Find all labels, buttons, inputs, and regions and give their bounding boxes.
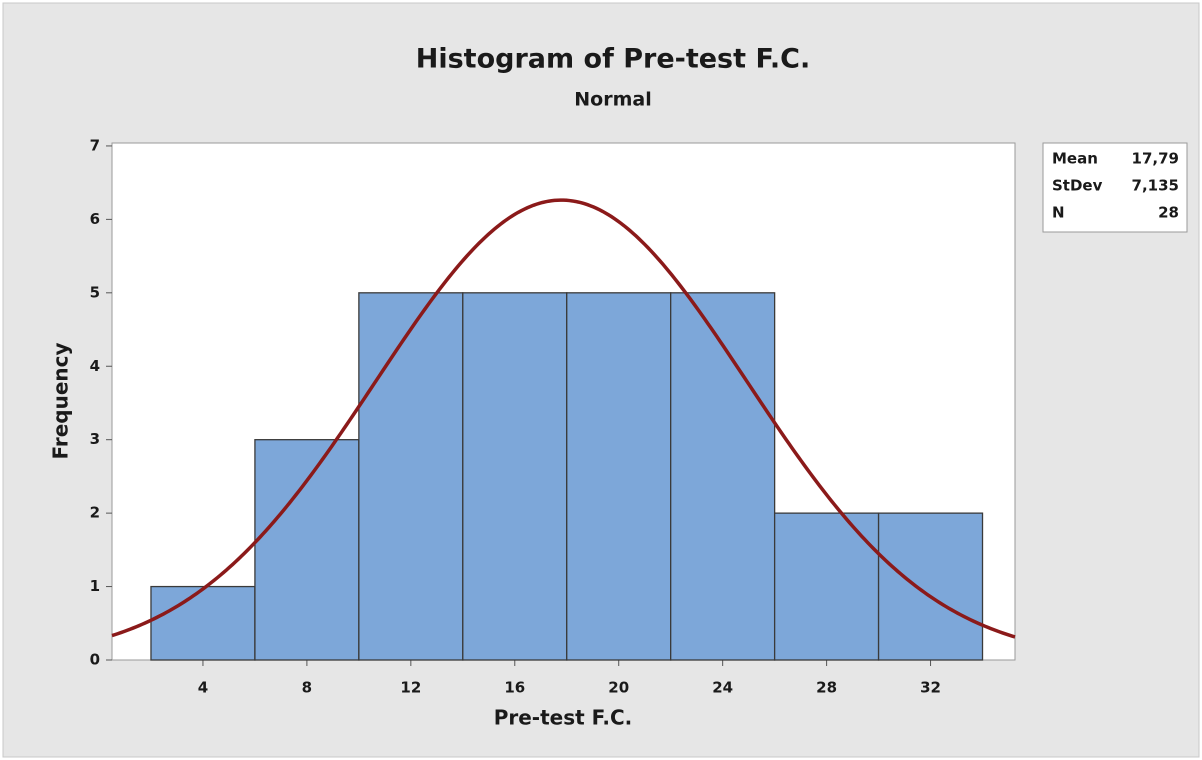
stat-value: 28 (1158, 204, 1179, 222)
y-tick-label: 5 (90, 283, 100, 301)
x-tick-label: 16 (504, 679, 525, 697)
bar (877, 512, 984, 661)
chart-title: Histogram of Pre-test F.C. (416, 44, 811, 75)
stat-label: N (1052, 204, 1065, 222)
x-tick-label: 28 (816, 679, 837, 697)
bar (358, 292, 464, 661)
bar (254, 439, 360, 661)
y-tick-label: 4 (90, 357, 100, 375)
y-tick-label: 0 (90, 651, 100, 669)
normal-curve (111, 198, 1016, 639)
stats-box (1042, 142, 1188, 233)
bar (670, 292, 776, 661)
x-axis-label: Pre-test F.C. (494, 706, 633, 730)
x-tick-label: 32 (920, 679, 941, 697)
y-tick-label: 6 (90, 210, 100, 228)
x-tick-label: 20 (608, 679, 629, 697)
x-tick-label: 24 (712, 679, 733, 697)
bar (566, 292, 672, 661)
stat-value: 17,79 (1132, 150, 1179, 168)
chart-subtitle: Normal (574, 89, 651, 111)
y-axis-label: Frequency (49, 342, 73, 459)
x-tick-label: 4 (198, 679, 208, 697)
stat-label: Mean (1052, 150, 1098, 168)
y-tick-label: 7 (90, 136, 100, 154)
bar (462, 292, 568, 661)
stat-value: 7,135 (1132, 177, 1179, 195)
stat-label: StDev (1052, 177, 1103, 195)
x-tick-label: 12 (400, 679, 421, 697)
y-tick-label: 2 (90, 504, 100, 522)
x-tick-label: 8 (302, 679, 312, 697)
bar (150, 585, 256, 661)
y-tick-label: 3 (90, 430, 100, 448)
y-tick-label: 1 (90, 577, 100, 595)
